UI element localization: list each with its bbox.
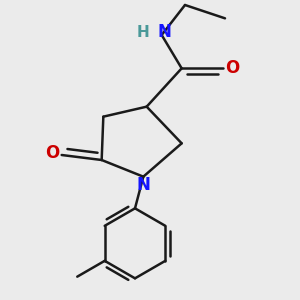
Text: O: O: [45, 144, 59, 162]
Text: N: N: [136, 176, 150, 194]
Text: N: N: [158, 23, 171, 41]
Text: O: O: [226, 59, 240, 77]
Text: H: H: [137, 25, 150, 40]
